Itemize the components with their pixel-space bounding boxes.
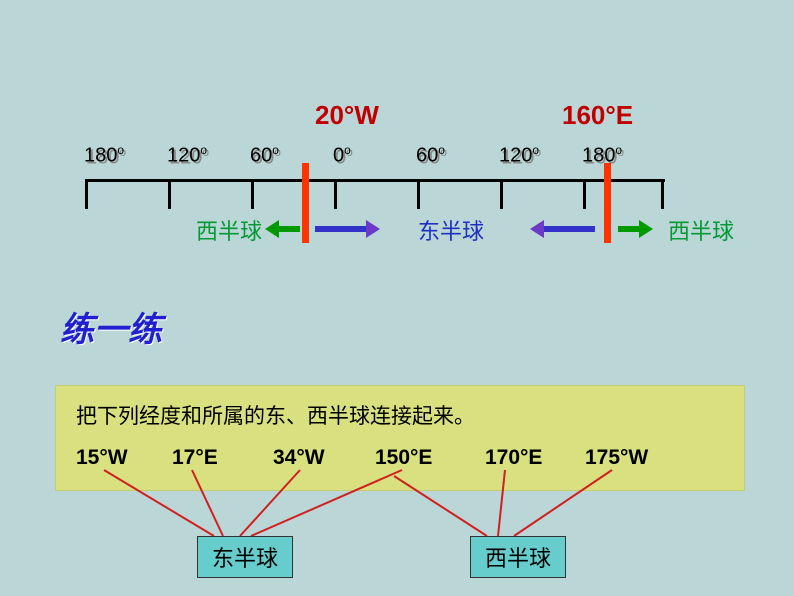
question-box: 把下列经度和所属的东、西半球连接起来。 15°W 17°E 34°W 150°E 170… [55, 385, 745, 491]
boundary-160e: 160°E [562, 100, 633, 131]
connection-lines [0, 0, 794, 596]
direction-arrow [315, 220, 380, 238]
axis-tick [583, 179, 586, 209]
axis-tick [334, 179, 337, 209]
longitude-item: 34°W [273, 446, 325, 470]
axis-tick-label: 120o [167, 143, 207, 168]
direction-arrow [530, 220, 595, 238]
longitude-row: 15°W 17°E 34°W 150°E 170°E 175°W [76, 446, 724, 470]
axis-tick-label: 120o [499, 143, 539, 168]
boundary-marker [302, 163, 309, 243]
answer-box: 东半球 [197, 536, 293, 578]
axis-tick-label: 180o [582, 143, 622, 168]
axis-tick-label: 60o [416, 143, 445, 168]
hemisphere-label: 东半球 [418, 214, 484, 246]
axis-tick [500, 179, 503, 209]
slide-root: 20°W 160°E 180o180o120o120o60o60o0o0o60o… [0, 0, 794, 596]
longitude-item: 15°W [76, 446, 128, 470]
axis-tick-label: 180o [84, 143, 124, 168]
longitude-item: 175°W [585, 446, 648, 470]
hemisphere-label: 西半球 [668, 214, 734, 246]
hemisphere-label: 西半球 [196, 214, 262, 246]
axis-tick-label: 60o [250, 143, 279, 168]
boundary-marker [604, 163, 611, 243]
axis-tick [417, 179, 420, 209]
axis-tick [661, 179, 664, 209]
longitude-item: 170°E [485, 446, 542, 470]
boundary-20w: 20°W [315, 100, 379, 131]
axis-tick [251, 179, 254, 209]
axis-line [86, 179, 665, 182]
direction-arrow [265, 220, 300, 238]
practice-title: 练一练 [60, 302, 162, 351]
axis-tick-label: 0o [333, 143, 351, 168]
longitude-item: 150°E [375, 446, 432, 470]
longitude-item: 17°E [172, 446, 218, 470]
axis-tick [168, 179, 171, 209]
direction-arrow [618, 220, 653, 238]
question-text: 把下列经度和所属的东、西半球连接起来。 [76, 400, 724, 430]
axis-tick [85, 179, 88, 209]
answer-box: 西半球 [470, 536, 566, 578]
